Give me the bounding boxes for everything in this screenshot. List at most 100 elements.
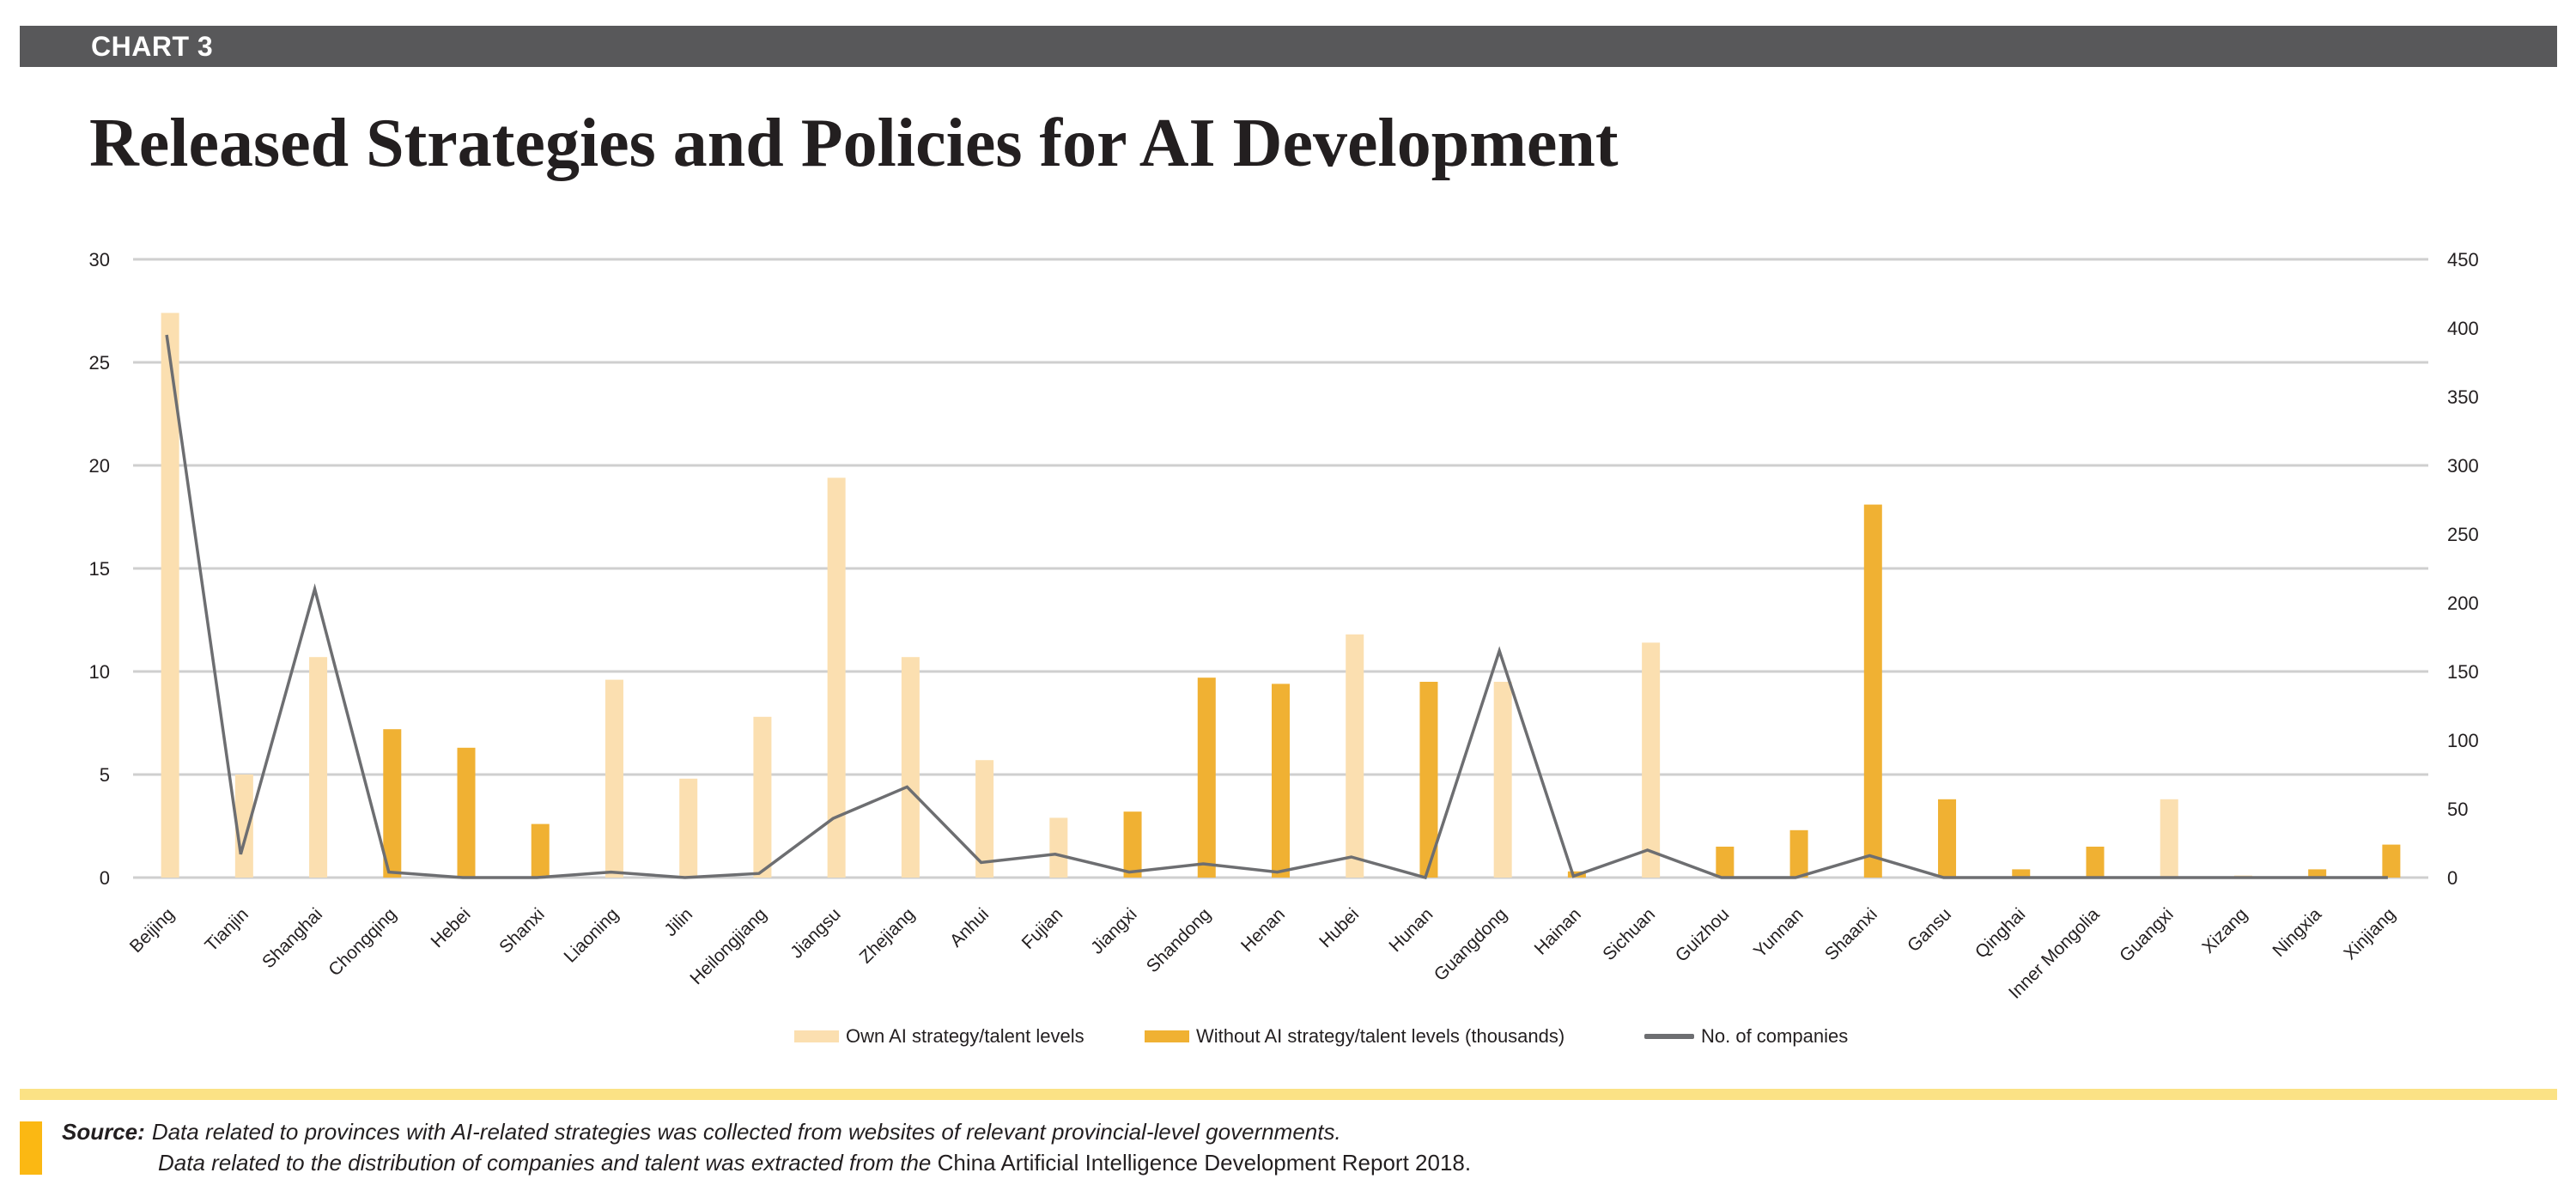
legend-swatch-own: [794, 1030, 839, 1042]
bar-without: [1272, 684, 1290, 878]
chart-number-bar: CHART 3: [20, 26, 2557, 67]
right-tick-label: 350: [2447, 386, 2479, 408]
category-label: Zhejiang: [856, 904, 919, 967]
category-label: Shandong: [1143, 904, 1215, 976]
bar-without: [457, 747, 476, 878]
category-label: Anhui: [946, 904, 993, 951]
legend: Own AI strategy/talent levels Without AI…: [0, 1022, 2576, 1051]
bar-without: [1197, 677, 1216, 878]
category-label: Chongqing: [325, 904, 400, 980]
bar-own: [1346, 634, 1364, 878]
bar-own: [605, 679, 623, 878]
right-tick-label: 450: [2447, 249, 2479, 270]
bar-own: [901, 657, 920, 878]
source-report-title: China Artificial Intelligence Developmen…: [937, 1150, 1472, 1176]
chart-number-label: CHART 3: [91, 31, 214, 62]
bar-without: [2012, 869, 2031, 878]
bar-own: [753, 716, 772, 878]
bar-without: [2308, 869, 2327, 878]
category-label: Guangdong: [1431, 904, 1511, 985]
category-label: Xinjiang: [2340, 904, 2399, 963]
left-tick-label: 15: [89, 558, 110, 580]
category-label: Qinghai: [1971, 904, 2029, 962]
companies-line: [165, 334, 2388, 880]
left-axis-ticks: 0 5 10 15 20 25 30: [89, 249, 110, 889]
category-label: Ningxia: [2269, 904, 2325, 961]
category-label: Fujian: [1018, 904, 1067, 953]
legend-item-without: Without AI strategy/talent levels (thous…: [1145, 1022, 1564, 1051]
right-tick-label: 300: [2447, 455, 2479, 477]
bar-without: [1419, 682, 1438, 878]
source-note: Source: Data related to provinces with AI…: [62, 1116, 1471, 1178]
bar-own: [309, 657, 328, 878]
combo-chart: 0 5 10 15 20 25 30 0 50 100 150 200 250 300 350 400 450…: [89, 249, 2479, 1003]
bar-own: [679, 778, 698, 878]
category-label: Hunan: [1385, 904, 1437, 956]
category-label: Guangxi: [2116, 904, 2178, 966]
category-label: Hainan: [1531, 904, 1585, 958]
category-label: Hubei: [1315, 904, 1363, 951]
chart-title: Released Strategies and Policies for AI …: [89, 106, 1619, 181]
legend-item-own: Own AI strategy/talent levels: [794, 1022, 1084, 1051]
legend-swatch-without: [1145, 1030, 1189, 1042]
bar-own: [975, 760, 994, 878]
source-line-1: Source: Data related to provinces with AI…: [62, 1116, 1471, 1147]
category-label: Jilin: [660, 904, 696, 940]
source-label: Source:: [62, 1119, 145, 1145]
source-text-2: Data related to the distribution of comp…: [158, 1150, 938, 1176]
left-tick-label: 20: [89, 455, 110, 477]
left-tick-label: 5: [100, 764, 110, 786]
left-tick-label: 25: [89, 352, 110, 374]
right-tick-label: 150: [2447, 661, 2479, 683]
category-label: Hebei: [427, 904, 474, 951]
right-tick-label: 100: [2447, 730, 2479, 751]
left-tick-label: 10: [89, 661, 110, 683]
bar-own: [1493, 682, 1512, 878]
category-label: Jiangsu: [787, 904, 844, 962]
bar-without: [1716, 847, 1735, 878]
category-label: Tianjin: [201, 904, 252, 955]
bar-without: [1789, 829, 1808, 878]
bars: [161, 313, 2401, 878]
category-label: Xizang: [2198, 904, 2251, 957]
left-tick-label: 30: [89, 249, 110, 270]
left-tick-label: 0: [100, 867, 110, 889]
bar-without: [1123, 811, 1142, 878]
bar-own: [1642, 642, 1661, 878]
bar-without: [1863, 504, 1882, 878]
right-tick-label: 250: [2447, 524, 2479, 545]
category-label: Heilongjiang: [686, 904, 770, 988]
source-line-2: Data related to the distribution of comp…: [62, 1147, 1471, 1178]
bar-own: [1049, 817, 1068, 878]
category-label: Beijing: [126, 904, 179, 957]
legend-swatch-companies: [1644, 1034, 1694, 1039]
right-tick-label: 0: [2447, 867, 2458, 889]
legend-label-own: Own AI strategy/talent levels: [846, 1025, 1084, 1047]
legend-item-companies: No. of companies: [1644, 1022, 1848, 1051]
right-tick-label: 400: [2447, 318, 2479, 339]
category-label: Guizhou: [1672, 904, 1734, 966]
category-label: Liaoning: [561, 904, 623, 966]
category-label: Shanxi: [495, 904, 549, 957]
category-label: Gansu: [1904, 904, 1955, 956]
source-marker: [20, 1121, 42, 1175]
bar-without: [383, 729, 402, 878]
gridlines: [133, 258, 2428, 879]
category-label: Henan: [1237, 904, 1289, 956]
category-label: Jiangxi: [1087, 904, 1140, 957]
bar-without: [2086, 847, 2105, 878]
category-label: Shaanxi: [1821, 904, 1881, 964]
divider-rule: [20, 1089, 2557, 1100]
bar-own: [827, 477, 846, 878]
bar-without: [1938, 799, 1957, 878]
right-axis-ticks: 0 50 100 150 200 250 300 350 400 450: [2447, 249, 2479, 889]
legend-label-companies: No. of companies: [1701, 1025, 1849, 1047]
category-label: Yunnan: [1750, 904, 1807, 962]
category-label: Shanghai: [258, 904, 326, 972]
legend-label-without: Without AI strategy/talent levels (thous…: [1196, 1025, 1565, 1047]
right-tick-label: 50: [2447, 799, 2468, 820]
source-text-1: Data related to provinces with AI-relate…: [151, 1119, 1341, 1145]
bar-own: [2160, 799, 2178, 878]
bar-without: [531, 823, 550, 878]
